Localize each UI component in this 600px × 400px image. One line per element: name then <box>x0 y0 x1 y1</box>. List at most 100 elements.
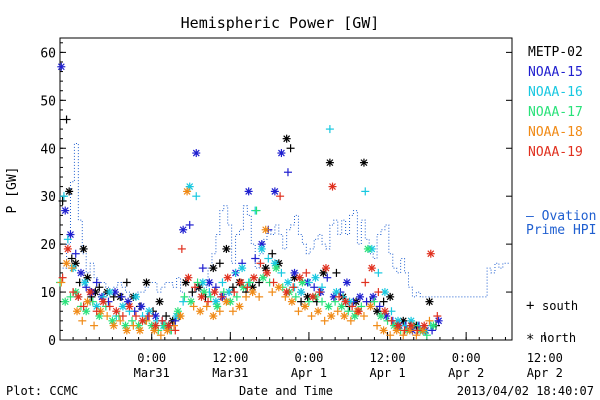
marker-stroke <box>360 159 368 167</box>
north-point-noaa-15 <box>137 302 146 311</box>
south-point-metp-02 <box>215 259 224 268</box>
south-point-noaa-17 <box>180 292 189 301</box>
marker-stroke <box>296 274 304 282</box>
south-point-noaa-17 <box>128 316 137 325</box>
south-point-metp-02 <box>67 254 76 263</box>
marker-stroke <box>150 326 158 334</box>
marker-stroke <box>382 312 390 320</box>
marker-stroke <box>123 326 131 334</box>
south-point-noaa-19 <box>171 326 180 335</box>
marker-stroke <box>211 288 219 296</box>
marker-stroke <box>64 245 72 253</box>
north-point-noaa-15 <box>356 292 365 301</box>
south-point-noaa-19 <box>118 312 127 321</box>
marker-stroke <box>393 326 401 334</box>
marker-stroke <box>262 226 270 234</box>
south-point-noaa-17 <box>304 297 313 306</box>
north-point-noaa-18 <box>274 283 283 292</box>
north-point-noaa-19 <box>282 288 291 297</box>
marker-stroke <box>399 317 407 325</box>
marker-stroke <box>77 269 85 277</box>
marker-stroke <box>186 183 194 191</box>
north-point-noaa-19 <box>308 292 317 301</box>
marker-stroke <box>377 312 385 320</box>
y-tick-label: 30 <box>40 190 56 205</box>
marker-stroke <box>367 303 374 310</box>
data-points <box>56 62 443 340</box>
marker-key-south-symbol: + <box>526 298 534 314</box>
marker-key-north-symbol: * <box>526 332 534 348</box>
marker-stroke <box>209 312 217 320</box>
legend-entry: NOAA-15 <box>528 65 583 80</box>
north-point-noaa-19 <box>295 273 304 282</box>
x-axis-label: Date and Time <box>239 384 333 398</box>
south-point-noaa-18 <box>90 321 99 330</box>
marker-stroke <box>67 231 74 238</box>
marker-stroke <box>106 288 114 296</box>
north-point-metp-02 <box>142 278 151 287</box>
north-point-noaa-15 <box>277 149 286 158</box>
north-point-noaa-15 <box>179 225 188 234</box>
south-point-noaa-19 <box>400 326 409 335</box>
plot-timestamp: 2013/04/02 18:40:07 <box>457 384 594 398</box>
ovation-legend-line2: Prime HPI <box>526 223 596 238</box>
south-point-noaa-19 <box>361 278 370 287</box>
south-point-noaa-18 <box>228 307 237 316</box>
marker-stroke <box>258 245 266 253</box>
marker-stroke <box>429 322 437 330</box>
north-point-noaa-18 <box>379 326 388 335</box>
marker-stroke <box>124 298 132 306</box>
north-point-noaa-19 <box>236 278 245 287</box>
marker-stroke <box>145 307 153 315</box>
marker-stroke <box>284 279 292 286</box>
north-point-noaa-18 <box>287 297 296 306</box>
south-point-noaa-19 <box>145 312 154 321</box>
north-point-noaa-18 <box>109 321 118 330</box>
marker-stroke <box>319 269 327 277</box>
y-tick-label: 0 <box>48 334 56 349</box>
x-tick-time-label: 0:00 <box>137 351 166 365</box>
south-point-metp-02 <box>188 288 197 297</box>
north-point-noaa-18 <box>300 302 309 311</box>
marker-stroke <box>238 264 246 272</box>
north-point-metp-02 <box>83 273 92 282</box>
south-point-metp-02 <box>122 278 131 287</box>
marker-stroke <box>72 259 80 267</box>
south-point-noaa-17 <box>422 331 431 340</box>
south-point-noaa-16 <box>361 187 370 196</box>
south-point-noaa-17 <box>331 297 340 306</box>
north-point-noaa-16 <box>332 288 341 297</box>
south-point-noaa-19 <box>433 312 442 321</box>
marker-stroke <box>213 303 221 310</box>
south-point-metp-02 <box>332 268 341 277</box>
ovation-hpi-line <box>62 142 511 298</box>
north-point-metp-02 <box>282 134 291 143</box>
y-axis-label: P [GW] <box>5 167 20 214</box>
north-point-metp-02 <box>71 259 80 268</box>
north-point-noaa-18 <box>248 288 257 297</box>
chart-title: Hemispheric Power [GW] <box>181 14 380 32</box>
south-point-metp-02 <box>268 249 277 258</box>
marker-stroke <box>381 307 389 315</box>
north-point-noaa-19 <box>112 307 121 316</box>
south-point-noaa-15 <box>71 249 80 258</box>
north-point-noaa-15 <box>76 268 85 277</box>
north-point-noaa-15 <box>244 187 253 196</box>
south-point-noaa-19 <box>230 288 239 297</box>
marker-stroke <box>108 317 116 325</box>
north-point-noaa-17 <box>108 316 117 325</box>
marker-stroke <box>250 274 258 282</box>
south-point-noaa-17 <box>318 297 327 306</box>
north-point-noaa-18 <box>73 307 82 316</box>
north-point-noaa-18 <box>222 297 231 306</box>
marker-stroke <box>259 274 267 282</box>
marker-stroke <box>174 307 182 315</box>
marker-stroke <box>205 279 213 286</box>
north-point-noaa-19 <box>426 249 435 258</box>
south-point-noaa-19 <box>92 307 101 316</box>
south-point-noaa-18 <box>156 331 165 340</box>
legend-entry: METP-02 <box>528 45 583 60</box>
marker-stroke <box>272 264 280 272</box>
marker-stroke <box>283 135 291 143</box>
